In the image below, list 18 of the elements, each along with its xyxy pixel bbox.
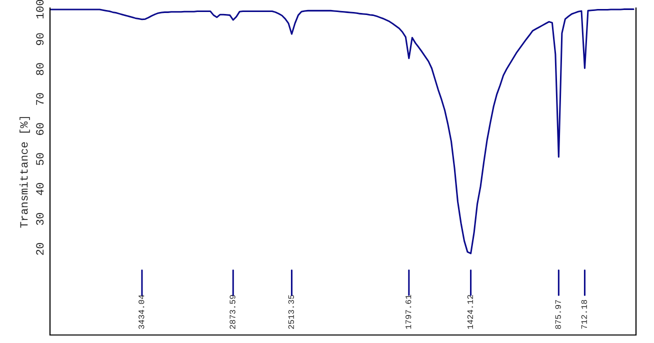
x-tick-label: 2513.35	[288, 294, 294, 329]
y-tick-label: 50	[36, 153, 44, 166]
y-tick-label: 100	[36, 0, 44, 18]
y-tick-label: 80	[36, 63, 44, 76]
x-tick-label: 1424.12	[467, 295, 473, 329]
y-tick-label: 90	[36, 33, 44, 46]
y-tick-label: 20	[36, 242, 44, 255]
y-tick-label: 30	[36, 213, 44, 225]
line-series	[50, 8, 634, 254]
y-axis-title: Transmittance [%]	[20, 117, 30, 228]
x-tick-label: 875.97	[555, 300, 561, 329]
x-tick-label: 2873.59	[230, 295, 236, 329]
x-tick-label: 1797.61	[406, 294, 412, 329]
y-tick-label: 40	[36, 183, 44, 196]
x-tick-label: 3434.04	[138, 294, 144, 329]
x-tick-label: 712.18	[581, 300, 587, 329]
y-tick-label: 70	[36, 93, 44, 105]
y-tick-label: 60	[36, 123, 44, 135]
